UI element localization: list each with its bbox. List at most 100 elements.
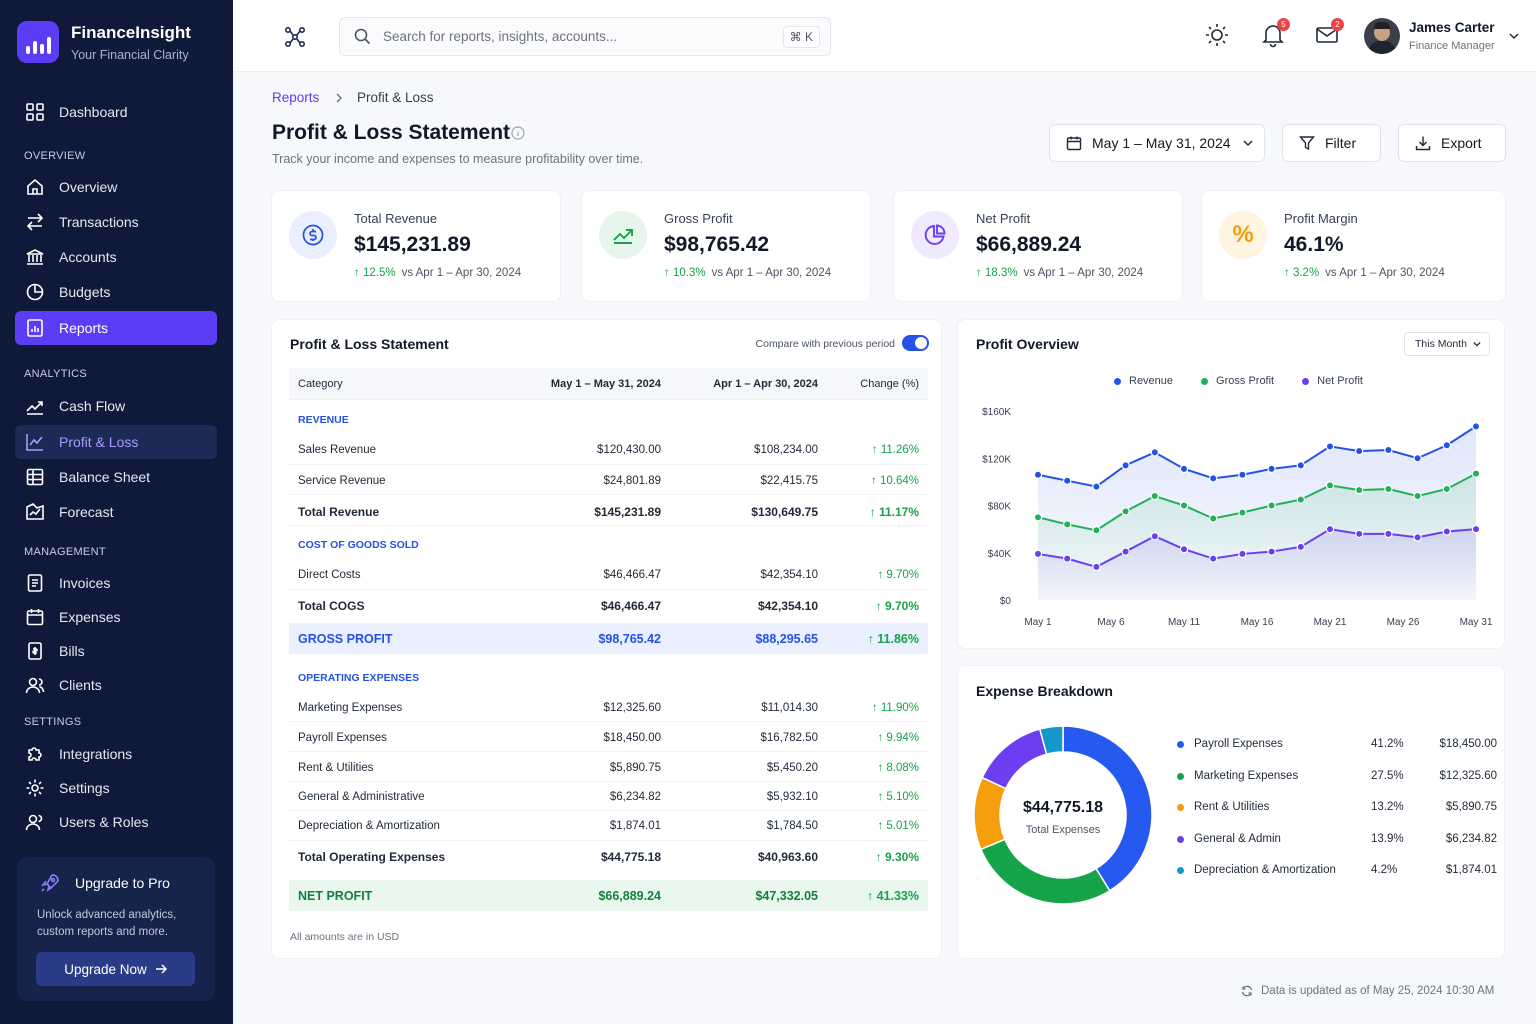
table-row[interactable]: General & Administrative $6,234.82 $5,932.…: [289, 782, 928, 811]
nav-label: Forecast: [59, 504, 114, 520]
data-point: [1267, 501, 1276, 510]
table-row[interactable]: Sales Revenue $120,430.00 $108,234.00 ↑ 11.…: [289, 434, 928, 465]
legend-dot: [1177, 867, 1184, 875]
nav-expenses[interactable]: Expenses: [15, 600, 217, 634]
info-icon[interactable]: [511, 126, 525, 140]
profit-line-chart: $0 $40K $80K $120K $160K May 1 May 6 May 11 May …: [982, 407, 1493, 628]
nav-cash-flow[interactable]: Cash Flow: [15, 389, 217, 423]
breadcrumb-reports-link[interactable]: Reports: [272, 90, 320, 105]
x-tick-label: May 26: [1387, 617, 1420, 628]
nav-invoices[interactable]: Invoices: [15, 566, 217, 600]
table-row[interactable]: Payroll Expenses $18,450.00 $16,782.50 ↑ 9.…: [289, 722, 928, 752]
nav-accounts[interactable]: Accounts: [15, 240, 217, 274]
data-point: [1150, 448, 1159, 457]
users-icon: [25, 677, 45, 694]
nav-dashboard[interactable]: Dashboard: [15, 95, 217, 129]
donut-slice-payroll-expenses[interactable]: [1062, 725, 1153, 892]
period-select[interactable]: This Month: [1404, 332, 1490, 356]
nav-balance-sheet[interactable]: Balance Sheet: [15, 460, 217, 494]
search-placeholder: Search for reports, insights, accounts..…: [383, 29, 618, 44]
chevron-down-icon: [1509, 33, 1519, 40]
kpi-card-net-profit[interactable]: Net Profit $66,889.24 ↑ 18.3% vs Apr 1 – …: [893, 190, 1183, 302]
donut-slice-depreciation-amortization[interactable]: [1038, 725, 1064, 756]
rocket-icon: [41, 874, 59, 892]
logo-icon: [17, 21, 59, 63]
table-row[interactable]: Depreciation & Amortization $1,874.01 $1,7…: [289, 811, 928, 841]
data-point: [1062, 476, 1072, 485]
data-point: [1150, 491, 1159, 501]
network-icon[interactable]: [283, 25, 307, 49]
legend-net-profit[interactable]: Net Profit: [1302, 375, 1363, 387]
user-menu[interactable]: James Carter Finance Manager: [1364, 18, 1519, 54]
gross-profit-row[interactable]: GROSS PROFIT $98,765.42 $88,295.65 ↑ 11.86%: [289, 623, 928, 654]
kpi-delta: ↑ 3.2% vs Apr 1 – Apr 30, 2024: [1284, 267, 1445, 279]
filter-button[interactable]: Filter: [1282, 124, 1381, 162]
theme-toggle-button[interactable]: [1204, 22, 1230, 48]
data-point: [1208, 514, 1218, 523]
legend-dot: [1177, 741, 1184, 748]
net-profit-row[interactable]: NET PROFIT $66,889.24 $47,332.05 ↑ 41.33%: [289, 880, 928, 911]
table-row[interactable]: Direct Costs $46,466.47 $42,354.10 ↑ 9.70%: [289, 560, 928, 590]
data-point: [1092, 562, 1101, 572]
expense-breakdown-card: Expense Breakdown $44,775.18 Total Expen…: [957, 665, 1505, 959]
expense-amount: $12,325.60: [1439, 769, 1497, 782]
notifications-button[interactable]: 5: [1260, 18, 1290, 48]
legend-gross-profit[interactable]: Gross Profit: [1201, 375, 1274, 387]
nav-forecast[interactable]: Forecast: [15, 495, 217, 529]
compare-toggle[interactable]: [902, 335, 929, 351]
upgrade-now-button[interactable]: Upgrade Now: [36, 952, 195, 986]
user-group-icon: [25, 814, 43, 831]
nav-profit-loss[interactable]: Profit & Loss: [15, 425, 217, 459]
series-area-net-profit: [1038, 529, 1476, 600]
y-tick-label: $0: [1000, 596, 1012, 607]
invoice-icon: [27, 574, 43, 592]
kpi-delta: ↑ 12.5% vs Apr 1 – Apr 30, 2024: [354, 267, 522, 279]
nav-users-roles[interactable]: Users & Roles: [15, 805, 217, 839]
data-point: [1033, 549, 1043, 559]
section-settings: SETTINGS: [24, 716, 82, 728]
kpi-label: Total Revenue: [354, 211, 438, 226]
kpi-card-total-revenue[interactable]: Total Revenue $145,231.89 ↑ 12.5% vs Apr …: [271, 190, 561, 302]
donut-slice-general-admin[interactable]: [981, 728, 1048, 790]
nav-budgets[interactable]: Budgets: [15, 275, 217, 309]
nav-overview[interactable]: Overview: [15, 170, 217, 204]
col-previous: Apr 1 – Apr 30, 2024: [713, 378, 818, 390]
table-row-total[interactable]: Total COGS $46,466.47 $42,354.10 ↑ 9.70%: [298, 599, 919, 613]
nav-transactions[interactable]: Transactions: [15, 205, 217, 239]
overview-title: Profit Overview: [976, 336, 1079, 352]
y-tick-label: $40K: [988, 549, 1012, 560]
search-input[interactable]: Search for reports, insights, accounts..…: [339, 17, 831, 56]
page-subtitle: Track your income and expenses to measur…: [272, 152, 644, 166]
kpi-card-gross-profit[interactable]: Gross Profit $98,765.42 ↑ 10.3% vs Apr 1 …: [581, 190, 871, 302]
messages-button[interactable]: 2: [1314, 18, 1344, 48]
export-button[interactable]: Export: [1398, 124, 1506, 162]
nav-clients[interactable]: Clients: [15, 668, 217, 702]
donut-slice-marketing-expenses[interactable]: [979, 838, 1111, 905]
table-row-total[interactable]: Total Revenue $145,231.89 $130,649.75 ↑ 11.…: [289, 495, 928, 526]
kpi-card-profit-margin[interactable]: % Profit Margin 46.1% ↑ 3.2% vs Apr 1 – A…: [1201, 190, 1506, 302]
expense-amount: $1,874.01: [1445, 864, 1497, 877]
table-row[interactable]: Service Revenue $24,801.89 $22,415.75 ↑ 10.…: [289, 465, 928, 495]
table-row[interactable]: Marketing Expenses $12,325.60 $11,014.30 ↑ …: [289, 692, 928, 722]
table-row-total[interactable]: Total Operating Expenses $44,775.18 $40,96…: [298, 850, 919, 864]
bank-icon: [26, 249, 44, 265]
nav-bills[interactable]: Bills: [15, 634, 217, 668]
date-range-picker[interactable]: May 1 – May 31, 2024: [1049, 124, 1265, 162]
statement-title: Profit & Loss Statement: [290, 336, 449, 352]
table-row[interactable]: Rent & Utilities $5,890.75 $5,450.20 ↑ 8.08…: [289, 752, 928, 782]
breadcrumb-current: Profit & Loss: [357, 90, 434, 105]
brand[interactable]: FinanceInsight Your Financial Clarity: [17, 21, 191, 63]
nav-integrations[interactable]: Integrations: [15, 737, 217, 771]
expense-percent: 13.9%: [1371, 832, 1404, 845]
kpi-value: $66,889.24: [976, 233, 1082, 256]
nav-label: Profit & Loss: [59, 434, 139, 450]
bill-icon: [28, 642, 42, 660]
pie-chart-icon: [911, 211, 959, 259]
legend-revenue[interactable]: Revenue: [1114, 375, 1173, 387]
x-tick-label: May 1: [1024, 617, 1052, 628]
kpi-value: $145,231.89: [354, 233, 471, 256]
nav-settings[interactable]: Settings: [15, 771, 217, 805]
legend-dot: [1177, 804, 1184, 812]
expense-percent: 13.2%: [1371, 801, 1404, 814]
nav-reports[interactable]: Reports: [15, 311, 217, 345]
